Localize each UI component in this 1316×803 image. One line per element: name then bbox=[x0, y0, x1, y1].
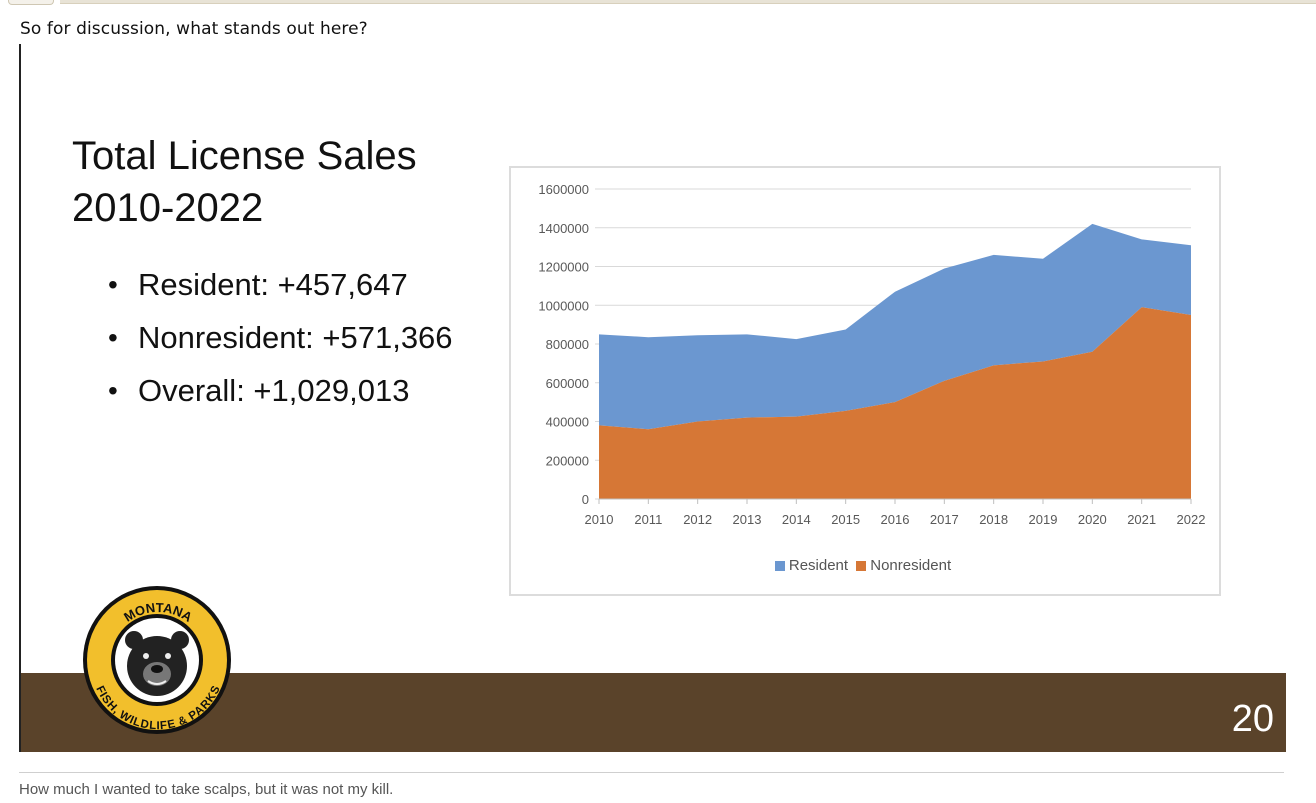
slide-number: 20 bbox=[1231, 698, 1274, 740]
signature-divider bbox=[19, 772, 1284, 773]
slide-image: Total License Sales 2010-2022 Resident: … bbox=[19, 44, 1286, 752]
x-tick-label: 2016 bbox=[881, 512, 910, 527]
signature-text: How much I wanted to take scalps, but it… bbox=[19, 781, 394, 798]
chart-plot: 0 200000 400000 600000 800000 1000000 1200000 1… bbox=[538, 182, 1206, 527]
area-nonresident bbox=[599, 307, 1191, 499]
x-tick-label: 2021 bbox=[1127, 512, 1156, 527]
chart-legend: Resident Nonresident bbox=[511, 557, 1219, 574]
y-tick-label: 0 bbox=[582, 492, 589, 507]
tab-notch bbox=[8, 0, 54, 5]
x-tick-label: 2017 bbox=[930, 512, 959, 527]
bullet-nonresident: Nonresident: +571,366 bbox=[108, 311, 453, 364]
x-tick-label: 2013 bbox=[733, 512, 762, 527]
y-tick-label: 800000 bbox=[546, 337, 589, 352]
x-tick-label: 2011 bbox=[634, 512, 662, 527]
bullet-resident: Resident: +457,647 bbox=[108, 258, 453, 311]
bullet-list: Resident: +457,647 Nonresident: +571,366… bbox=[108, 258, 453, 417]
slide-title-line2: 2010-2022 bbox=[72, 186, 264, 230]
legend-label-nonresident: Nonresident bbox=[870, 557, 952, 574]
slide-title: Total License Sales 2010-2022 bbox=[72, 130, 492, 234]
legend-item-resident: Resident bbox=[774, 557, 849, 574]
area-resident bbox=[599, 223, 1191, 430]
x-tick-label: 2019 bbox=[1029, 512, 1058, 527]
area-chart: 0 200000 400000 600000 800000 1000000 1200000 1… bbox=[509, 166, 1221, 596]
top-divider bbox=[60, 0, 1316, 4]
legend-item-nonresident: Nonresident bbox=[856, 557, 951, 574]
y-tick-label: 400000 bbox=[546, 415, 589, 430]
y-tick-label: 1400000 bbox=[538, 221, 589, 236]
y-tick-label: 1200000 bbox=[538, 260, 589, 275]
legend-swatch-resident bbox=[774, 561, 785, 571]
y-tick-label: 1000000 bbox=[538, 298, 589, 313]
legend-label-resident: Resident bbox=[788, 557, 849, 574]
montana-fwp-logo: MONTANA FISH, WILDLIFE & PARKS bbox=[83, 586, 231, 734]
legend-swatch-nonresident bbox=[856, 561, 867, 571]
y-tick-label: 600000 bbox=[546, 376, 589, 391]
post-text: So for discussion, what stands out here? bbox=[20, 19, 368, 39]
x-tick-label: 2010 bbox=[585, 512, 614, 527]
y-tick-label: 1600000 bbox=[538, 182, 589, 197]
x-tick-label: 2015 bbox=[831, 512, 860, 527]
x-tick-label: 2020 bbox=[1078, 512, 1107, 527]
x-tick-label: 2014 bbox=[782, 512, 811, 527]
x-tick-label: 2022 bbox=[1177, 512, 1206, 527]
x-tick-label: 2012 bbox=[683, 512, 712, 527]
y-tick-label: 200000 bbox=[546, 453, 589, 468]
bear-icon bbox=[125, 631, 189, 696]
bullet-overall: Overall: +1,029,013 bbox=[108, 364, 453, 417]
x-tick-label: 2018 bbox=[979, 512, 1008, 527]
slide-title-line1: Total License Sales bbox=[72, 134, 417, 178]
slide-footer-bar bbox=[21, 673, 1286, 752]
